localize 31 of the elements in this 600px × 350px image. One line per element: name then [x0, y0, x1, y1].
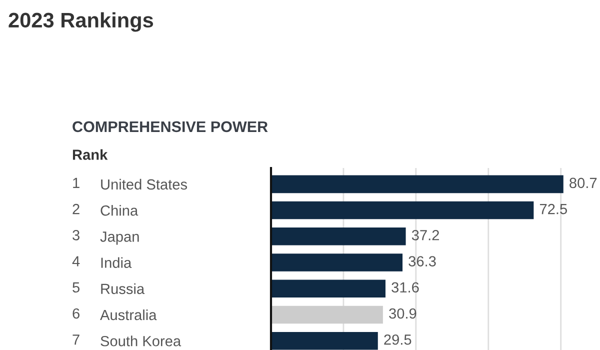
- bar: [271, 228, 406, 246]
- y-tick-label: India: [101, 257, 132, 268]
- bar: [271, 175, 564, 194]
- y-tick-label: China: [100, 205, 138, 216]
- text: 3: [72, 230, 80, 240]
- bar: [271, 254, 403, 272]
- y-tick-label: South Korea: [100, 336, 182, 346]
- text: 2: [72, 204, 80, 214]
- data-label: 72.5: [540, 204, 567, 214]
- bar: [271, 201, 534, 220]
- data-label: 31.6: [392, 282, 419, 293]
- data-label: 80.7: [570, 178, 597, 188]
- y-tick-label: Russia: [101, 283, 145, 294]
- y-tick-label: Australia: [100, 309, 157, 320]
- text: Rank: [72, 149, 108, 160]
- y-tick-label: Japan: [100, 232, 139, 245]
- bar: [271, 332, 378, 350]
- data-label: 30.9: [389, 308, 416, 319]
- data-label: 36.3: [408, 256, 436, 266]
- data-label: 37.2: [412, 230, 439, 240]
- data-label: 29.5: [384, 334, 412, 345]
- text: 2023 Rankings: [8, 12, 154, 32]
- text: 1: [73, 178, 80, 188]
- text: 5: [72, 282, 80, 293]
- text: 6: [72, 308, 80, 319]
- text: 4: [72, 256, 80, 266]
- bar: [271, 280, 386, 298]
- bar: [271, 306, 383, 324]
- chart-subtitle: COMPREHENSIVE POWER: [72, 121, 268, 132]
- text: 7: [72, 334, 80, 345]
- y-tick-label: United States: [101, 178, 188, 190]
